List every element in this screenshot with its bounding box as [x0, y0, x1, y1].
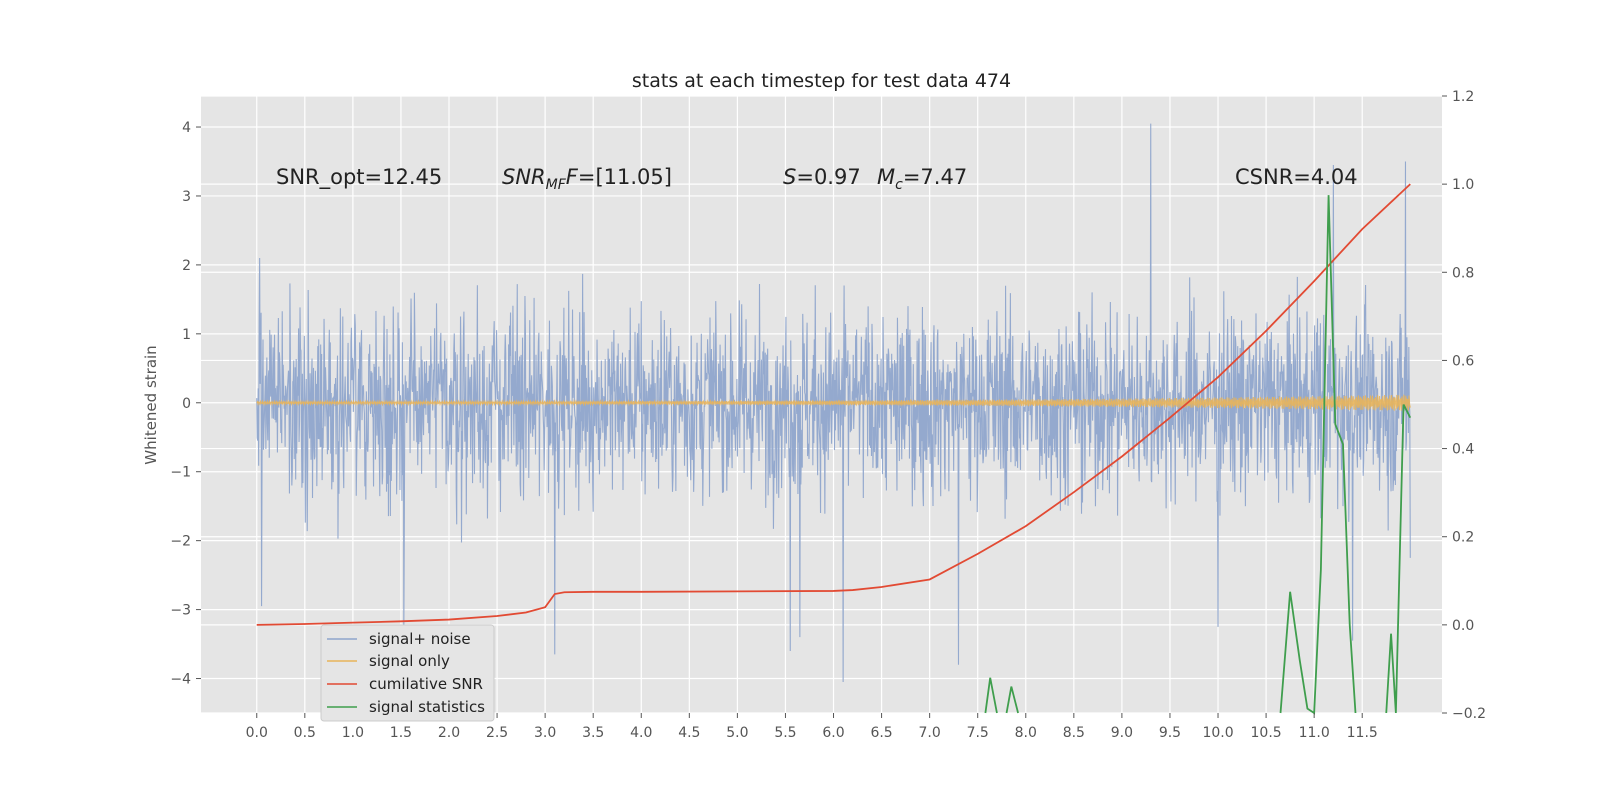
x-tick-label: 8.0: [1015, 725, 1037, 741]
x-tick-label: 10.5: [1251, 725, 1282, 741]
annotations: SNR_opt=12.45 SNRMFF=[11.05] S=0.97 Mc=7…: [276, 165, 1358, 193]
y-tick-label: 4: [182, 120, 191, 136]
y-tick-label: −3: [170, 603, 191, 619]
x-tick-label: 2.0: [438, 725, 460, 741]
x-tick-label: 1.0: [342, 725, 364, 741]
x-tick-label: 4.5: [678, 725, 700, 741]
x-tick-label: 7.5: [967, 725, 989, 741]
x-tick-label: 3.5: [582, 725, 604, 741]
x-tick-label: 8.5: [1063, 725, 1085, 741]
signal-statistics-series: [984, 195, 1412, 715]
x-tick-label: 10.0: [1202, 725, 1233, 741]
y-axis-title: Whitened strain: [142, 345, 160, 464]
signal-statistics-line: [984, 677, 998, 714]
y-tick-label: −4: [170, 672, 191, 688]
snr-opt-annotation: SNR_opt=12.45: [276, 165, 442, 190]
signal-statistics-line: [1005, 686, 1019, 714]
s-main: S: [783, 165, 796, 189]
x-tick-label: 0.0: [246, 725, 268, 741]
x-tick-label: 5.5: [774, 725, 796, 741]
x-tick-label: 3.0: [534, 725, 556, 741]
x-tick-label: 4.0: [630, 725, 652, 741]
x-tick-label: 7.0: [919, 725, 941, 741]
snr-mf-value: =[11.05]: [578, 165, 672, 189]
mc-main: M: [877, 165, 895, 189]
x-tick-label: 6.5: [870, 725, 892, 741]
legend-label-signal-noise: signal+ noise: [369, 630, 471, 648]
legend-label-signal-only: signal only: [369, 652, 450, 670]
y2-tick-label: −0.2: [1452, 706, 1486, 722]
csnr-annotation: CSNR=4.04: [1235, 165, 1358, 189]
x-tick-label: 5.0: [726, 725, 748, 741]
snr-mf-subscript: MF: [546, 177, 567, 193]
x-tick-label: 2.5: [486, 725, 508, 741]
snr-mf-main: SNR: [502, 165, 546, 189]
y-tick-label: −1: [170, 465, 191, 481]
x-tick-label: 0.5: [294, 725, 316, 741]
x-tick-label: 9.0: [1111, 725, 1133, 741]
signal-statistics-line: [1279, 195, 1357, 715]
cumulative-snr-line: [256, 183, 1411, 626]
y2-tick-label: 0.4: [1452, 442, 1474, 458]
y-tick-label: 1: [182, 327, 191, 343]
s-value: =0.97: [796, 165, 860, 189]
legend: signal+ noise signal only cumilative SNR…: [320, 624, 495, 722]
x-tick-label: 9.5: [1159, 725, 1181, 741]
y2-tick-label: 1.2: [1452, 89, 1474, 105]
snr-mf-annotation: SNRMFF=[11.05]: [502, 165, 672, 193]
snr-mf-f: F: [566, 165, 579, 189]
signal-noise-series: [256, 123, 1411, 682]
x-tick-label: 11.0: [1299, 725, 1330, 741]
signal-only-line: [256, 394, 1411, 411]
chart-title: stats at each timestep for test data 474: [632, 70, 1011, 92]
y2-tick-label: 0.8: [1452, 265, 1474, 281]
legend-label-cumulative-snr: cumilative SNR: [369, 675, 483, 693]
y-tick-label: 0: [182, 396, 191, 412]
y2-tick-label: 1.0: [1452, 177, 1474, 193]
legend-label-signal-statistics: signal statistics: [369, 698, 485, 716]
y-tick-label: 2: [182, 258, 191, 274]
x-tick-label: 11.5: [1347, 725, 1378, 741]
x-tick-label: 6.0: [822, 725, 844, 741]
legend-box: [320, 624, 495, 722]
mc-subscript: c: [895, 177, 903, 193]
signal-noise-line: [256, 123, 1411, 682]
y2-tick-label: 0.2: [1452, 530, 1474, 546]
cumulative-snr-series: [256, 183, 1411, 626]
signal-only-series: [256, 394, 1411, 411]
y-tick-label: 3: [182, 189, 191, 205]
signal-statistics-line: [1385, 404, 1412, 714]
y-tick-label: −2: [170, 534, 191, 550]
y2-tick-label: 0.0: [1452, 618, 1474, 634]
x-tick-label: 1.5: [390, 725, 412, 741]
y2-tick-label: 0.6: [1452, 353, 1474, 369]
mc-annotation: Mc=7.47: [877, 165, 967, 193]
s-annotation: S=0.97: [783, 165, 861, 189]
mc-value: =7.47: [903, 165, 967, 189]
axis-ticks: 0.0 0.5 1.0 1.5 2.0 2.5 3.0 3.5 4.0 4.5 5.0 5.5 6.0 6…: [170, 89, 1486, 741]
